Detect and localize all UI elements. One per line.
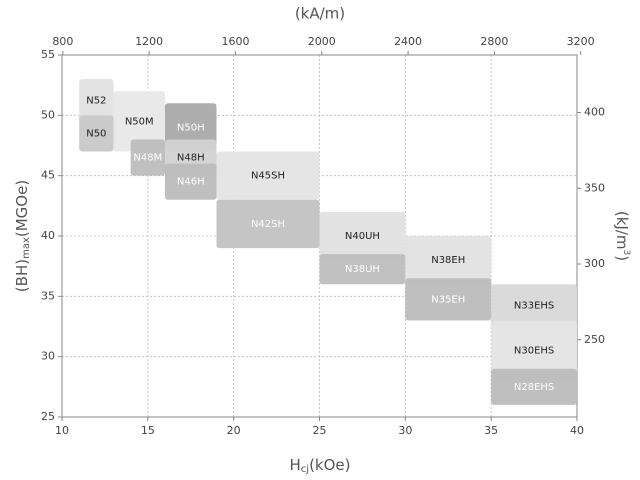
x-tick-label: 20 — [227, 424, 241, 437]
grade-box — [216, 199, 320, 249]
grade-box — [113, 91, 165, 152]
grade-label: N28EHS — [514, 382, 554, 393]
y2-title-sup: 3 — [622, 250, 632, 256]
x-title-main: H — [290, 456, 301, 474]
x-title-unit: (kOe) — [309, 456, 350, 474]
x-tick-label: 40 — [570, 424, 584, 437]
x-axis-title: Hcj(kOe) — [290, 456, 351, 476]
x-tick-label: 10 — [55, 424, 69, 437]
grade-label: N40UH — [345, 231, 380, 242]
grade-label: N38EH — [431, 255, 465, 266]
grade-label: N30EHS — [514, 346, 554, 357]
y2-title-end: ) — [614, 255, 632, 261]
y-title-sub: max — [21, 237, 32, 259]
x2-tick-label: 2000 — [308, 35, 336, 48]
x-tick-label: 35 — [484, 424, 498, 437]
grade-box — [216, 151, 320, 200]
y-axis-title: (BH)max(MGOe) — [13, 180, 33, 292]
y-tick-label: 25 — [41, 410, 55, 423]
x2-tick-label: 3200 — [567, 35, 595, 48]
grade-label: N38UH — [345, 264, 380, 275]
grade-label: N35EH — [431, 294, 465, 305]
y-tick-label: 30 — [41, 350, 55, 363]
grade-box — [319, 211, 406, 261]
y2-tick-label: 400 — [584, 106, 605, 119]
y2-title-main: (kJ/m — [614, 211, 632, 250]
y-tick-label: 55 — [41, 48, 55, 61]
grade-box — [319, 254, 406, 285]
y-tick-label: 50 — [41, 108, 55, 121]
y-title-main: (BH) — [13, 259, 31, 292]
grade-box — [491, 368, 577, 405]
y2-tick-label: 350 — [584, 181, 605, 194]
y-title-unit: (MGOe) — [13, 180, 31, 237]
grade-box — [79, 79, 114, 122]
y-tick-label: 40 — [41, 229, 55, 242]
x2-tick-label: 2400 — [394, 35, 422, 48]
x2-axis-title: (kA/m) — [295, 5, 345, 23]
grade-label: N48M — [133, 153, 162, 164]
grade-label: N50 — [86, 128, 106, 139]
grade-label: N42SH — [251, 219, 285, 230]
grade-box — [79, 115, 114, 152]
grade-box — [491, 284, 577, 327]
grade-label: N48H — [177, 153, 205, 164]
x-tick-label: 30 — [398, 424, 412, 437]
x-tick-label: 15 — [141, 424, 155, 437]
grade-box — [165, 163, 217, 200]
grade-label: N45SH — [251, 171, 285, 182]
y2-tick-label: 250 — [584, 333, 605, 346]
grade-box — [405, 278, 492, 321]
x2-tick-label: 2800 — [480, 35, 508, 48]
x2-tick-label: 1600 — [221, 35, 249, 48]
grade-box — [130, 139, 165, 176]
grade-label: N50M — [125, 116, 154, 127]
x-tick-label: 25 — [313, 424, 327, 437]
y-tick-label: 45 — [41, 169, 55, 182]
grade-label: N52 — [86, 95, 106, 106]
x-title-sub: cj — [301, 464, 309, 475]
grade-label: N50H — [177, 122, 205, 133]
y2-tick-label: 300 — [584, 257, 605, 270]
grade-box — [405, 236, 492, 285]
x2-tick-label: 1200 — [135, 35, 163, 48]
y-tick-label: 35 — [41, 289, 55, 302]
grade-label: N33EHS — [514, 300, 554, 311]
grade-label: N46H — [177, 177, 205, 188]
grade-box — [491, 320, 577, 381]
y2-axis-title: (kJ/m3) — [614, 211, 632, 261]
x2-tick-label: 800 — [52, 35, 73, 48]
